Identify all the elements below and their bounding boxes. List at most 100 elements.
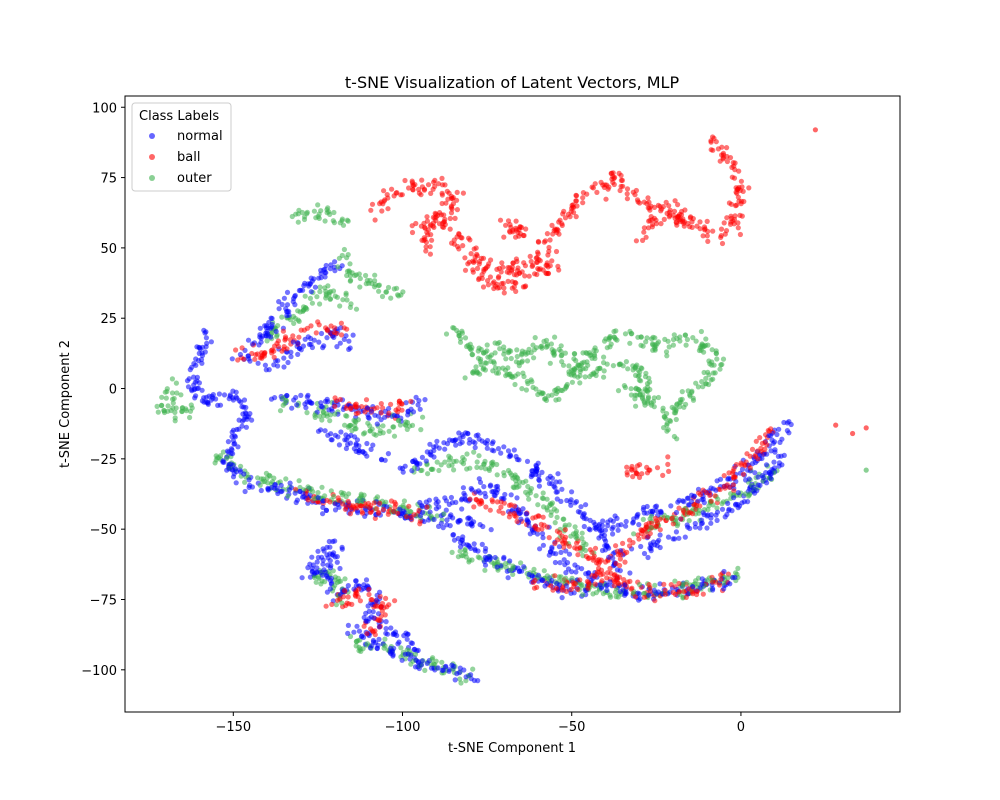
point-normal [781,419,787,426]
point-outer [645,394,652,400]
point-outer [644,335,650,341]
point-outer [542,396,548,402]
point-normal [606,545,612,551]
point-ball [334,330,340,336]
point-ball [731,465,737,472]
point-normal [751,484,757,490]
point-outer [400,502,406,509]
point-normal [539,469,545,475]
point-outer [742,491,749,497]
point-normal [746,476,752,482]
point-normal [249,341,255,347]
point-normal [610,518,616,524]
point-normal [788,421,794,428]
point-outer [568,372,574,378]
point-outer [554,514,560,521]
point-normal [192,379,198,385]
point-outer [579,360,585,366]
point-ball [435,181,442,187]
point-outer [398,645,404,651]
point-ball [617,562,623,569]
point-ball [718,233,724,239]
point-outer [312,574,318,581]
point-normal [327,544,333,550]
point-normal [757,482,763,488]
point-outer [404,647,410,653]
point-normal [196,350,202,356]
point-outer [376,282,382,288]
point-normal [452,437,458,443]
point-normal [269,485,275,491]
point-ball [833,422,839,428]
point-outer [460,553,466,559]
point-outer [579,535,585,542]
point-outer [264,338,270,344]
point-ball [448,205,454,211]
point-outer [492,350,498,356]
point-outer [563,575,569,581]
point-normal [771,459,777,465]
point-outer [322,579,328,585]
point-outer [353,639,359,645]
point-ball [356,586,362,592]
point-outer [295,219,301,225]
point-outer [666,344,672,350]
point-outer [671,433,678,440]
point-ball [427,244,433,250]
point-ball [618,172,624,179]
point-normal [443,663,449,669]
point-outer [434,459,440,465]
point-ball [587,547,593,553]
point-normal [284,289,291,295]
point-outer [465,342,471,348]
point-normal [365,603,371,609]
point-ball [597,559,603,565]
point-outer [162,389,168,395]
point-ball [466,235,472,241]
point-ball [731,175,738,181]
point-outer [255,475,261,481]
point-normal [356,449,362,456]
point-ball [378,410,384,416]
point-outer [459,328,465,334]
point-normal [459,432,465,438]
point-normal [507,558,513,564]
point-normal [238,469,244,475]
point-normal [689,492,695,498]
point-outer [282,400,288,406]
point-ball [498,504,504,510]
point-normal [195,385,201,391]
point-outer [674,401,680,407]
point-ball [599,578,605,584]
point-normal [273,328,279,335]
point-normal [292,302,298,308]
point-normal [451,663,457,670]
point-ball [235,357,241,363]
point-ball [449,195,455,201]
point-outer [574,536,580,542]
point-normal [517,568,523,574]
point-outer [491,359,497,365]
point-outer [433,658,439,664]
point-ball [676,589,683,595]
point-ball [624,191,630,197]
point-ball [409,180,415,186]
point-outer [540,390,546,396]
point-ball [707,492,713,498]
point-normal [458,497,465,503]
point-outer [464,451,470,457]
point-normal [375,611,382,617]
point-outer [327,418,333,424]
point-ball [406,185,412,191]
point-normal [520,506,526,512]
point-outer [520,479,526,486]
point-normal [631,516,637,522]
point-outer [391,433,398,439]
point-ball [747,453,753,459]
point-ball [487,274,493,280]
point-outer [672,578,678,584]
point-ball [735,194,742,200]
point-ball [549,222,555,228]
point-normal [322,428,328,434]
point-outer [558,353,564,359]
